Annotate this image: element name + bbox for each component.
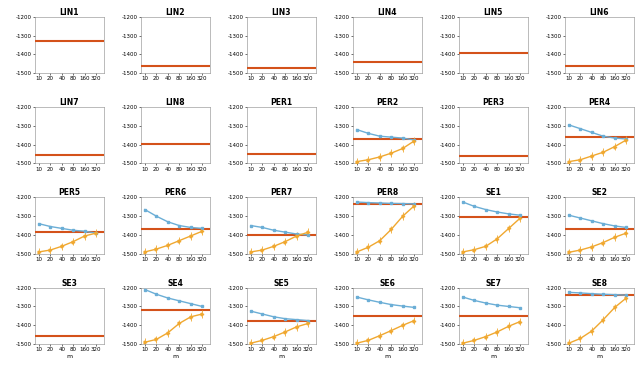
Title: LIN8: LIN8 xyxy=(166,98,185,107)
X-axis label: m: m xyxy=(172,354,179,359)
Title: SE4: SE4 xyxy=(168,279,183,288)
Title: SE8: SE8 xyxy=(591,279,607,288)
Title: LIN2: LIN2 xyxy=(166,8,185,17)
Title: PER4: PER4 xyxy=(588,98,611,107)
Title: LIN1: LIN1 xyxy=(60,8,79,17)
X-axis label: m: m xyxy=(596,354,602,359)
Title: PER6: PER6 xyxy=(164,188,186,197)
Title: LIN6: LIN6 xyxy=(589,8,609,17)
Title: SE3: SE3 xyxy=(61,279,77,288)
Title: SE5: SE5 xyxy=(273,279,289,288)
Title: PER1: PER1 xyxy=(270,98,292,107)
X-axis label: m: m xyxy=(278,354,284,359)
Title: PER8: PER8 xyxy=(376,188,399,197)
X-axis label: m: m xyxy=(67,354,72,359)
Title: SE1: SE1 xyxy=(486,188,501,197)
Title: LIN7: LIN7 xyxy=(60,98,79,107)
Title: LIN4: LIN4 xyxy=(378,8,397,17)
Title: SE7: SE7 xyxy=(485,279,501,288)
Title: LIN3: LIN3 xyxy=(271,8,291,17)
Title: PER2: PER2 xyxy=(376,98,399,107)
Title: LIN5: LIN5 xyxy=(484,8,503,17)
X-axis label: m: m xyxy=(385,354,390,359)
Title: SE6: SE6 xyxy=(380,279,396,288)
X-axis label: m: m xyxy=(490,354,497,359)
Title: PER3: PER3 xyxy=(483,98,504,107)
Title: SE2: SE2 xyxy=(591,188,607,197)
Title: PER5: PER5 xyxy=(58,188,81,197)
Title: PER7: PER7 xyxy=(270,188,292,197)
